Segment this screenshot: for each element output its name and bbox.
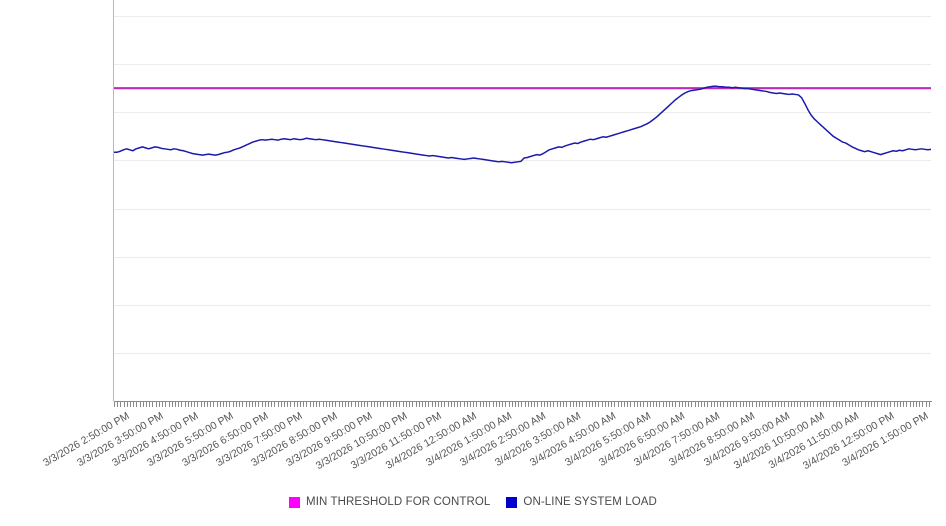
legend-label-min-threshold: MIN THRESHOLD FOR CONTROL xyxy=(306,496,491,508)
x-tick-label: 3/4/2026 6:50:00 AM xyxy=(597,410,688,469)
legend-swatch-blue xyxy=(506,496,518,508)
x-tick-label: 3/3/2026 9:50:00 PM xyxy=(284,410,375,470)
x-tick-label: 3/3/2026 4:50:00 PM xyxy=(110,410,201,470)
x-tick-label: 3/4/2026 2:50:00 AM xyxy=(458,410,549,469)
legend-swatch-magenta xyxy=(289,496,301,508)
x-tick-label: 3/4/2026 10:50:00 AM xyxy=(731,410,827,472)
x-tick-label: 3/4/2026 12:50:00 PM xyxy=(800,410,896,473)
x-tick-label: 3/4/2026 12:50:00 AM xyxy=(383,410,479,472)
x-tick-label: 3/4/2026 11:50:00 AM xyxy=(766,410,862,472)
legend-item-online-system-load[interactable]: ON-LINE SYSTEM LOAD xyxy=(506,496,657,508)
chart-legend: MIN THRESHOLD FOR CONTROL ON-LINE SYSTEM… xyxy=(0,496,946,508)
x-tick-label: 3/4/2026 4:50:00 AM xyxy=(527,410,618,469)
x-tick-label: 3/3/2026 7:50:00 PM xyxy=(214,410,305,470)
x-tick-label: 3/4/2026 5:50:00 AM xyxy=(562,410,653,469)
legend-item-min-threshold[interactable]: MIN THRESHOLD FOR CONTROL xyxy=(289,496,490,508)
x-tick-label: 3/3/2026 5:50:00 PM xyxy=(145,410,236,470)
x-axis-line xyxy=(114,401,932,402)
x-tick-label: 3/4/2026 8:50:00 AM xyxy=(666,410,757,469)
legend-label-online-system-load: ON-LINE SYSTEM LOAD xyxy=(523,496,657,508)
x-tick-label: 3/4/2026 1:50:00 PM xyxy=(840,410,931,470)
x-tick-label: 3/4/2026 1:50:00 AM xyxy=(423,410,514,469)
gridlines xyxy=(114,16,931,354)
x-axis-ticks xyxy=(114,402,930,407)
online-system-load-line xyxy=(114,85,931,164)
plot-area xyxy=(114,16,931,401)
x-tick-label: 3/3/2026 8:50:00 PM xyxy=(249,410,340,470)
x-tick-label: 3/4/2026 9:50:00 AM xyxy=(701,410,792,469)
x-tick-label: 3/4/2026 7:50:00 AM xyxy=(632,410,723,469)
y-axis-line xyxy=(113,0,114,401)
plot-svg xyxy=(114,16,931,354)
x-tick-label: 3/3/2026 11:50:00 PM xyxy=(349,410,445,472)
x-tick-label: 3/3/2026 10:50:00 PM xyxy=(313,410,410,473)
x-tick-label: 3/4/2026 3:50:00 AM xyxy=(493,410,584,469)
x-tick-label: 3/3/2026 2:50:00 PM xyxy=(40,410,132,470)
x-tick-label: 3/3/2026 3:50:00 PM xyxy=(75,410,166,470)
x-tick-label: 3/3/2026 6:50:00 PM xyxy=(179,410,271,470)
